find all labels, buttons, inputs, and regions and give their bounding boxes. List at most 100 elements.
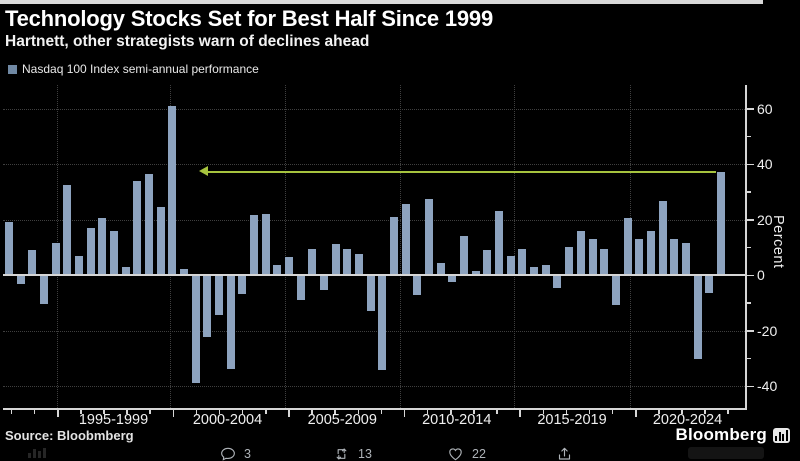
x-tick-2015 [519,410,521,417]
bar-2006-H1 [320,276,329,290]
x-axis-line [3,408,747,410]
bar-2014-H1 [506,255,515,275]
x-tick-2019 [611,410,614,414]
x-tick-2011 [426,410,429,414]
bar-2009-H1 [390,216,399,275]
bar-2018-H1 [600,248,609,275]
bar-2021-H2 [681,243,690,275]
x-tick-1999 [149,410,151,414]
bar-2004-H1 [273,265,282,275]
bar-2002-H2 [238,276,247,295]
reply-count: 3 [244,447,251,461]
bar-2020-H1 [646,230,655,275]
repost-button[interactable]: 13 [333,446,372,461]
reply-bubble-icon [221,447,235,461]
x-tick-2018 [588,410,591,414]
y-axis-title: Percent [770,215,786,269]
bar-2012-H2 [471,270,480,275]
bar-2002-H1 [226,276,235,369]
bar-2015-H2 [541,265,550,275]
bar-1994-H1 [40,276,48,304]
bar-2014-H2 [518,248,527,275]
zero-baseline [3,274,745,276]
x-tick-2006 [311,410,313,414]
x-group-label-2010-2014: 2010-2014 [422,412,492,428]
bar-2000-H2 [191,276,200,383]
y-minor-tick-10 [747,246,751,249]
gridline-x-2 [285,85,286,408]
x-tick-2002 [218,410,221,414]
y-tick-label-20: 20 [757,211,773,228]
y-tick-40 [747,163,754,165]
x-tick-2003 [241,410,244,414]
bar-2003-H2 [261,213,270,275]
bar-2008-H1 [366,276,375,311]
bar-2005-H1 [296,276,305,300]
x-tick-2010 [403,410,406,417]
gridline-y-20 [3,219,745,221]
bar-2022-H1 [693,276,702,360]
x-group-label-2005-2009: 2005-2009 [307,412,377,428]
bar-2010-H1 [413,276,422,296]
x-tick-1993 [10,410,13,414]
x-tick-2005 [288,410,290,417]
bar-2017-H1 [576,230,585,275]
chart-legend: Nasdaq 100 Index semi-annual performance [8,62,259,76]
bar-1999-H1 [156,207,165,275]
y-tick-label-0: 0 [757,267,765,283]
gridline-y--20 [3,330,745,332]
bar-2004-H2 [285,256,294,275]
bar-1997-H2 [121,266,130,275]
source-note: Source: Bloobmberg [5,428,134,443]
x-group-label-2015-2019: 2015-2019 [537,412,607,428]
y-tick-label--20: -20 [757,322,778,339]
chart-title: Technology Stocks Set for Best Half Sinc… [5,6,493,31]
share-button[interactable] [556,446,573,461]
bar-1994-H2 [51,243,60,275]
x-tick-2020 [635,410,637,417]
repost-icon [336,448,347,460]
y-tick-60 [747,108,754,110]
repost-count: 13 [358,447,372,461]
bar-2016-H2 [565,247,574,275]
x-tick-1997 [103,410,105,414]
bar-1999-H2 [168,105,177,275]
bar-1993-H2 [28,250,37,275]
y-minor-tick--30 [747,357,751,360]
x-tick-2001 [195,410,198,414]
bar-2001-H2 [215,276,224,315]
y-axis-line [745,85,747,410]
bar-2003-H1 [250,215,259,275]
bar-2022-H2 [705,276,714,293]
x-tick-1995 [57,410,59,417]
x-tick-1998 [126,410,128,414]
bar-2013-H2 [495,211,504,275]
bar-2005-H2 [308,248,317,275]
bar-2008-H2 [378,276,387,371]
faint-clipped-text [688,447,764,459]
y-tick--40 [747,385,754,387]
like-button[interactable]: 22 [447,446,486,461]
x-tick-2007 [334,410,336,414]
x-group-label-1995-1999: 1995-1999 [78,412,149,428]
x-tick-2017 [565,410,568,414]
x-tick-1994 [33,410,36,414]
gridline-x-1 [170,85,171,408]
y-tick-20 [747,219,754,221]
x-tick-1996 [80,410,82,414]
bar-2021-H1 [670,238,679,275]
bar-2019-H1 [623,218,632,275]
bar-2018-H2 [611,276,620,306]
bar-1995-H1 [63,184,72,275]
like-count: 22 [472,447,486,461]
bar-2019-H2 [635,238,644,275]
share-icon [558,447,571,460]
y-minor-tick-30 [747,191,751,193]
reply-button[interactable]: 3 [220,446,251,461]
bar-2010-H2 [425,198,434,275]
analytics-icon [28,448,46,458]
bar-1998-H1 [133,180,142,275]
bar-2017-H2 [588,238,597,275]
y-tick-0 [747,274,754,276]
